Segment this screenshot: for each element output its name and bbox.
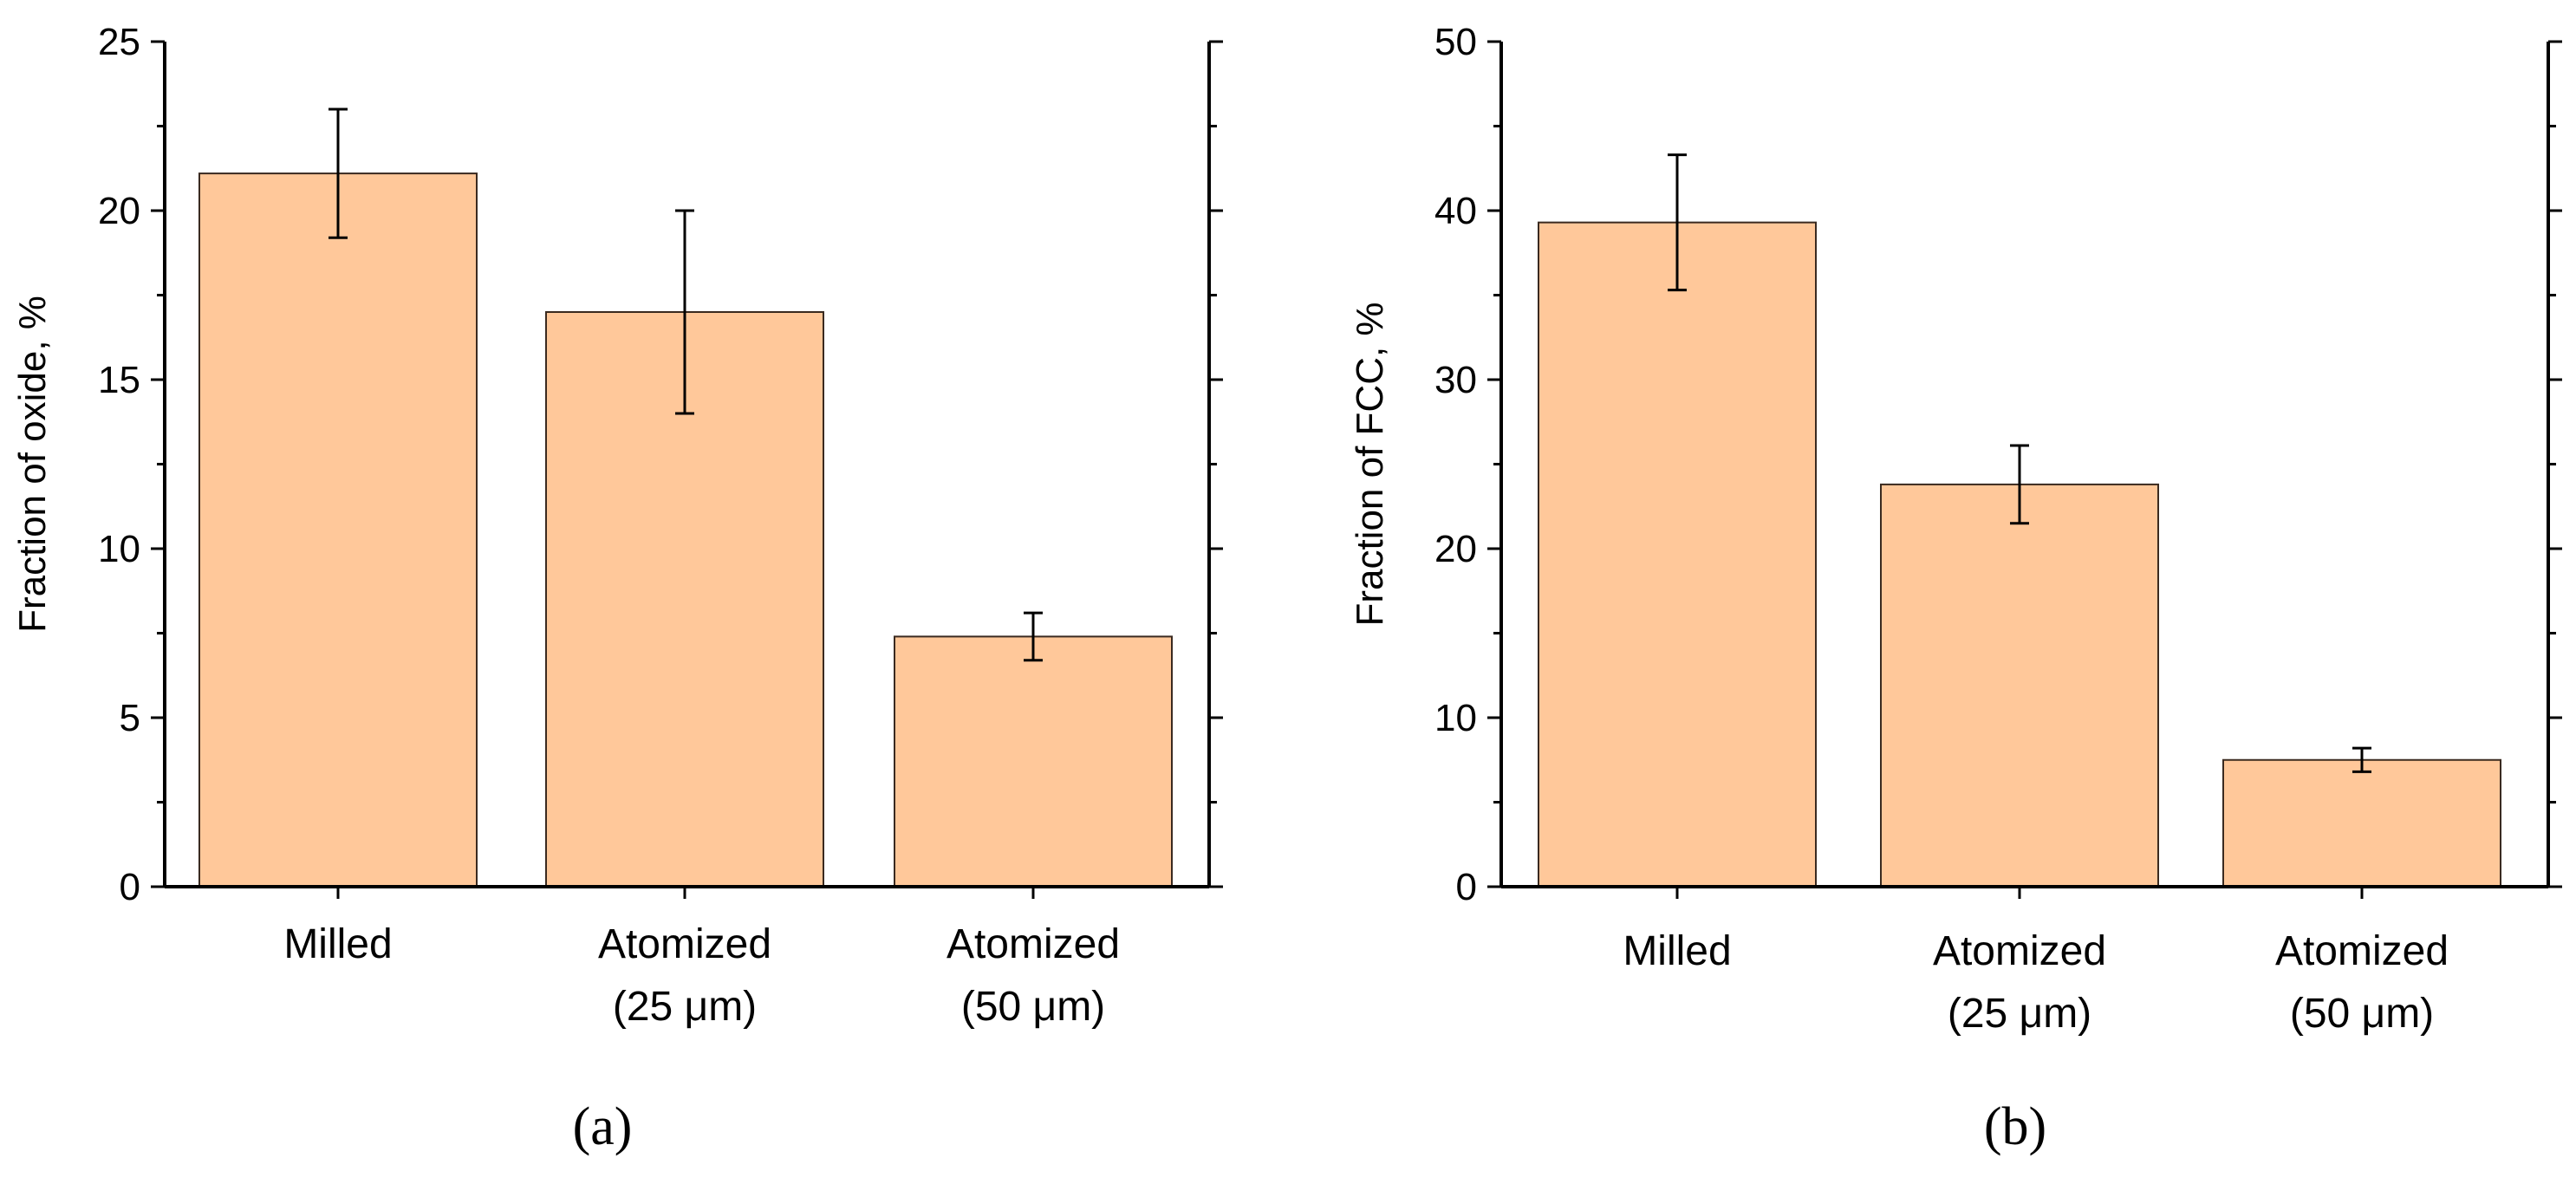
x-category-sublabel: (50 μm) [2290,991,2434,1037]
bar [198,172,478,888]
y-tick-label: 10 [98,528,140,570]
y-tick-label: 50 [1434,21,1477,63]
x-category-label: Milled [283,921,392,967]
x-category-label: Atomized [946,921,1120,967]
y-tick-label: 25 [98,21,140,63]
y-tick-label: 30 [1434,359,1477,401]
y-tick-label: 20 [1434,528,1477,570]
x-category-label: Milled [1623,928,1731,974]
bar [1880,483,2159,888]
bar [1538,221,1817,888]
chart-panel-a: 0 5 10 15 20 25 Milled Atomized (25 μm) Atomized (… [11,21,1223,1156]
y-tick-label: 40 [1434,190,1477,232]
panel-label: (b) [1984,1097,2046,1156]
chart-panel-b: 0 10 20 30 40 50 Milled Atomized (25 μm) Atomized… [1349,21,2562,1156]
x-category-label: Atomized [1933,928,2106,974]
x-category-label: Atomized [598,921,771,967]
panel-label: (a) [573,1097,633,1156]
x-category-sublabel: (25 μm) [1948,991,2091,1037]
y-tick-label: 15 [98,359,140,401]
y-tick-label: 0 [1456,866,1477,908]
y-axis-title: Fraction of FCC, % [1349,302,1391,626]
x-category-label: Atomized [2275,928,2449,974]
x-category-sublabel: (50 μm) [961,984,1105,1030]
x-category-sublabel: (25 μm) [613,984,757,1030]
bar [894,635,1173,888]
y-axis-title: Fraction of oxide, % [11,296,54,633]
y-tick-label: 20 [98,190,140,232]
y-tick-label: 10 [1434,697,1477,739]
y-tick-label: 0 [120,866,140,908]
bar [2222,758,2501,888]
y-tick-label: 5 [120,697,140,739]
